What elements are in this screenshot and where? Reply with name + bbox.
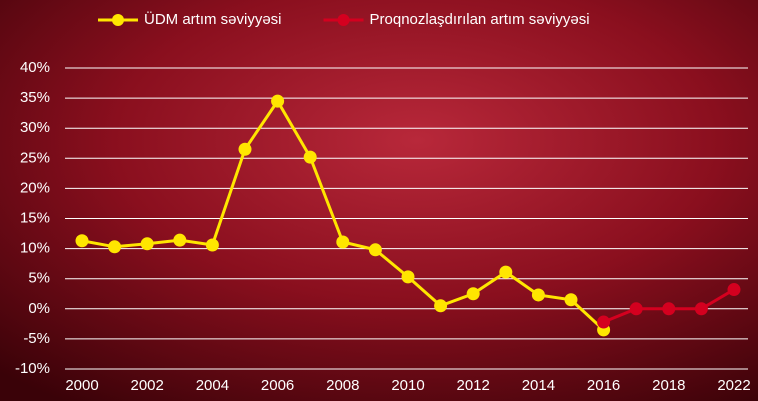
chart: -10% -5% 0% 5% 10% 15% 20% 25% 30% 35% 40% 2000 2002…	[0, 0, 758, 401]
legend-marker	[112, 14, 124, 26]
y-tick-label: 20%	[20, 179, 50, 196]
data-point	[630, 302, 643, 315]
y-tick-label: 35%	[20, 89, 50, 106]
data-point	[141, 237, 154, 250]
page: -10% -5% 0% 5% 10% 15% 20% 25% 30% 35% 40% 2000 2002…	[0, 0, 758, 401]
data-point	[271, 95, 284, 108]
x-tick-label: 2006	[261, 377, 294, 394]
legend-marker	[338, 14, 350, 26]
data-point	[76, 234, 89, 247]
data-point	[108, 240, 121, 253]
data-point	[402, 270, 415, 283]
data-point	[467, 287, 480, 300]
data-point	[532, 288, 545, 301]
data-point	[173, 234, 186, 247]
x-tick-label: 2004	[196, 377, 229, 394]
y-tick-label: 10%	[20, 240, 50, 257]
data-point	[728, 283, 741, 296]
x-tick-label: 2016	[587, 377, 620, 394]
y-tick-label: 5%	[28, 270, 50, 287]
y-tick-label: 15%	[20, 209, 50, 226]
x-tick-label: 2002	[131, 377, 164, 394]
x-tick-label: 2022	[717, 377, 750, 394]
data-point	[369, 243, 382, 256]
x-tick-label: 2010	[391, 377, 424, 394]
y-tick-label: -5%	[23, 330, 50, 347]
x-tick-label: 2008	[326, 377, 359, 394]
x-tick-label: 2018	[652, 377, 685, 394]
data-point	[206, 238, 219, 251]
data-point	[662, 302, 675, 315]
data-point	[434, 299, 447, 312]
legend-label: ÜDM artım səviyyəsi	[144, 10, 282, 28]
background	[0, 0, 758, 401]
x-tick-label: 2014	[522, 377, 555, 394]
data-point	[239, 143, 252, 156]
y-tick-label: 40%	[20, 59, 50, 76]
y-tick-label: 25%	[20, 149, 50, 166]
data-point	[304, 151, 317, 164]
data-point	[565, 293, 578, 306]
x-tick-label: 2012	[457, 377, 490, 394]
y-tick-label: -10%	[15, 360, 50, 377]
x-tick-label: 2000	[65, 377, 98, 394]
y-tick-label: 0%	[28, 300, 50, 317]
y-tick-label: 30%	[20, 119, 50, 136]
data-point	[695, 302, 708, 315]
data-point	[499, 266, 512, 279]
data-point	[597, 316, 610, 329]
data-point	[336, 235, 349, 248]
legend-label: Proqnozlaşdırılan artım səviyyəsi	[370, 11, 590, 28]
